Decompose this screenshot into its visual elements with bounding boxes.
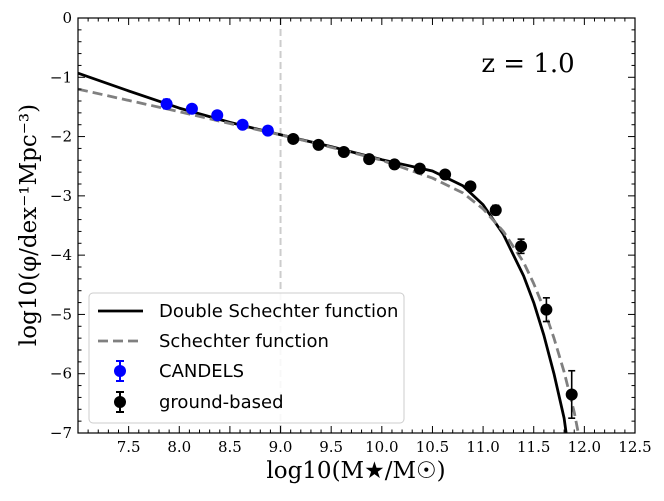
legend-marker-ground-based bbox=[114, 391, 126, 413]
point-ground-based bbox=[565, 388, 578, 401]
x-tick-label: 8.0 bbox=[167, 438, 191, 456]
x-tick-label: 12.5 bbox=[618, 438, 651, 456]
legend: Double Schechter function Schechter func… bbox=[88, 292, 405, 424]
legend-label-ground-based: ground-based bbox=[159, 392, 284, 413]
x-tick-label: 11.0 bbox=[466, 438, 499, 456]
legend-box bbox=[88, 292, 405, 424]
legend-label-candels: CANDELS bbox=[159, 361, 244, 382]
y-tick-labels: 0 −1 −2 −3 −4 −5 −6 −7 bbox=[50, 9, 72, 442]
point-ground-based bbox=[312, 138, 325, 151]
point-ground-based bbox=[439, 168, 452, 181]
curve-schechter bbox=[78, 87, 580, 433]
redshift-annotation: z = 1.0 bbox=[481, 49, 574, 79]
x-tick-label: 7.5 bbox=[117, 438, 141, 456]
y-tick-label: −7 bbox=[50, 424, 72, 442]
y-tick-label: −1 bbox=[50, 68, 72, 86]
y-tick-label: −3 bbox=[50, 187, 72, 205]
x-tick-label: 11.5 bbox=[517, 438, 550, 456]
point-ground-based bbox=[515, 240, 528, 253]
y-tick-label: −4 bbox=[50, 246, 72, 264]
point-ground-based bbox=[337, 145, 350, 158]
x-axis-label: log10(M★/M☉) bbox=[266, 458, 445, 484]
point-ground-based bbox=[489, 204, 502, 217]
point-ground-based bbox=[388, 158, 401, 171]
point-ground-based bbox=[540, 303, 553, 316]
point-ground-based bbox=[287, 132, 300, 145]
legend-marker-candels bbox=[114, 360, 126, 382]
x-tick-label: 9.5 bbox=[319, 438, 343, 456]
x-tick-labels: 7.5 8.0 8.5 9.0 9.5 10.0 10.5 11.0 11.5 12.0 12.5 bbox=[117, 438, 652, 456]
x-tick-label: 9.0 bbox=[269, 438, 293, 456]
point-candels bbox=[185, 102, 198, 115]
legend-label-double-schechter: Double Schechter function bbox=[159, 301, 398, 322]
point-candels bbox=[160, 97, 173, 110]
y-tick-label: −6 bbox=[50, 365, 72, 383]
x-tick-label: 12.0 bbox=[568, 438, 601, 456]
x-tick-label: 10.0 bbox=[365, 438, 398, 456]
point-ground-based bbox=[363, 153, 376, 166]
data-points bbox=[160, 97, 578, 419]
x-tick-label: 10.5 bbox=[416, 438, 449, 456]
y-axis-label: log10(φ/dex⁻¹Mpc⁻³) bbox=[16, 104, 42, 346]
x-tick-label: 8.5 bbox=[218, 438, 242, 456]
point-candels bbox=[211, 109, 224, 122]
y-tick-label: −5 bbox=[50, 305, 72, 323]
point-candels bbox=[261, 124, 274, 137]
point-ground-based bbox=[413, 162, 426, 175]
y-tick-label: 0 bbox=[62, 9, 72, 27]
point-candels bbox=[236, 118, 249, 131]
plot-frame bbox=[77, 17, 636, 434]
point-ground-based bbox=[464, 180, 477, 193]
y-tick-label: −2 bbox=[50, 128, 72, 146]
axis-ticks bbox=[77, 17, 636, 434]
legend-label-schechter: Schechter function bbox=[159, 331, 329, 352]
